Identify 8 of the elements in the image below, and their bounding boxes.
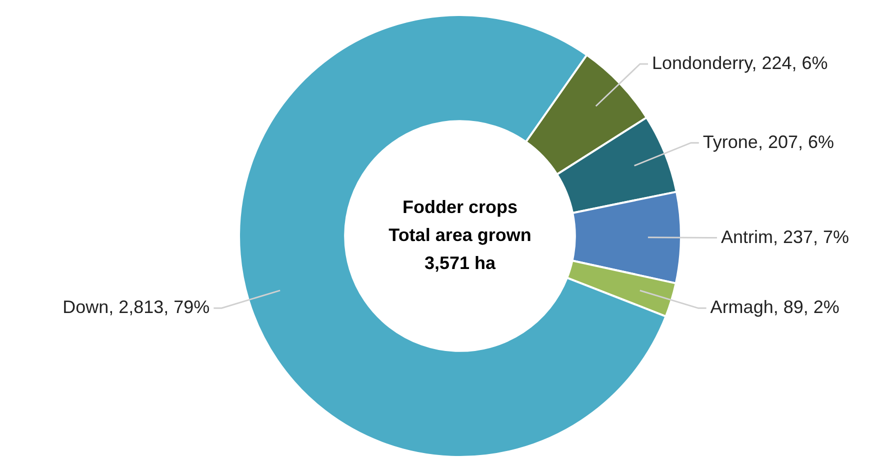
slice-label: Londonderry, 224, 6% xyxy=(652,52,828,73)
slice-label: Tyrone, 207, 6% xyxy=(702,132,834,152)
slice-label: Armagh, 89, 2% xyxy=(710,297,840,318)
text: Fodder crops xyxy=(402,196,518,217)
slice-label: Antrim, 237, 7% xyxy=(720,226,850,247)
slice-label: Down, 2,813, 79% xyxy=(62,297,210,318)
text: 3,571 ha xyxy=(424,252,497,273)
text: Total area grown xyxy=(388,224,532,245)
